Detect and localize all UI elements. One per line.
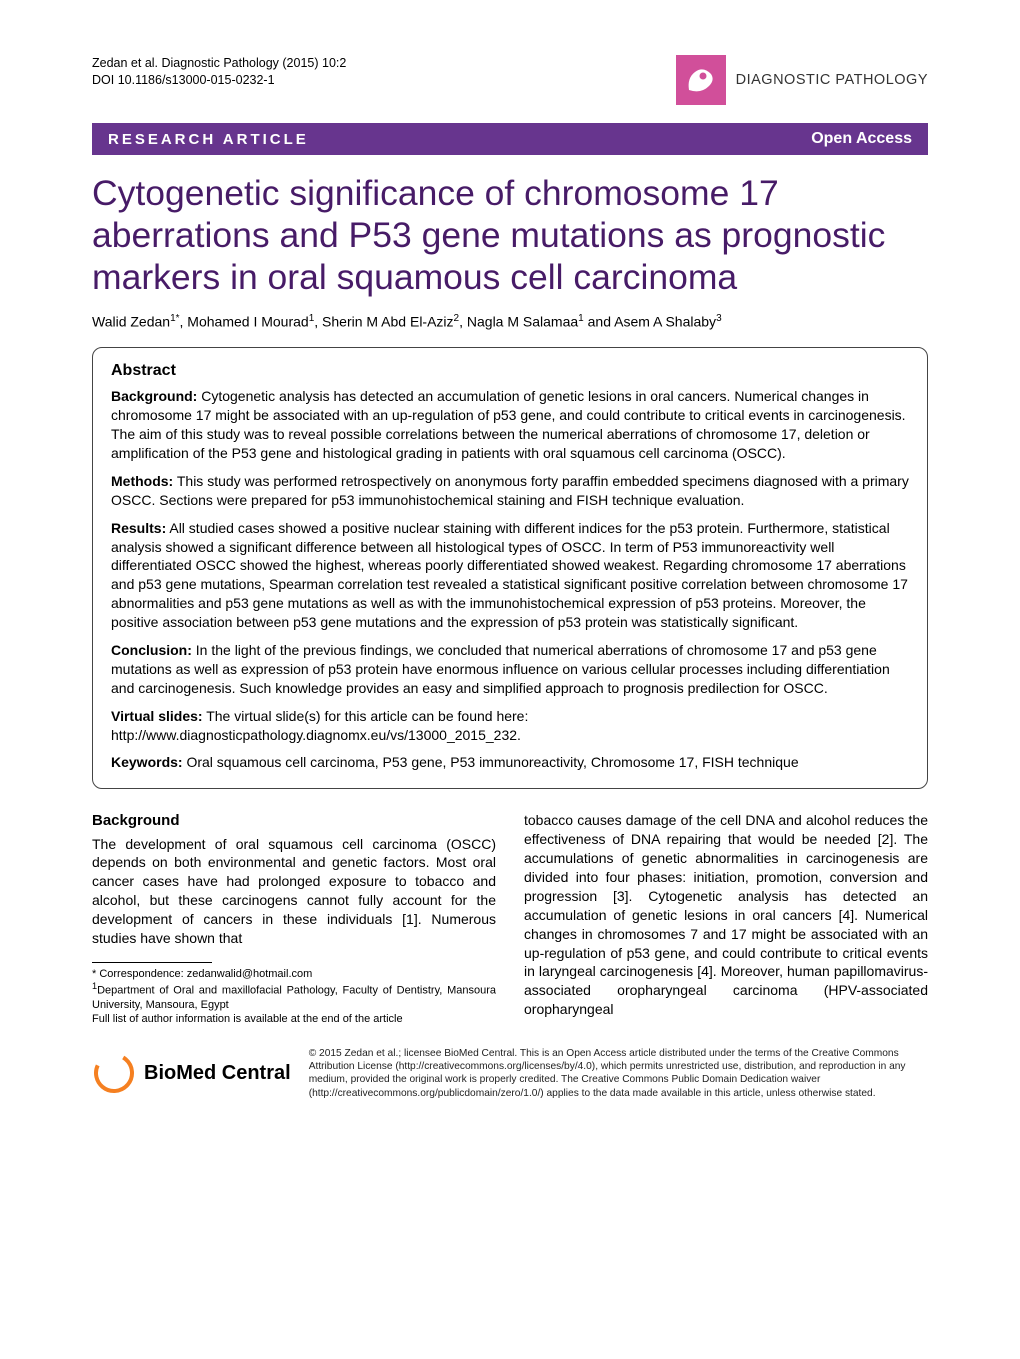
author-name: , Sherin M Abd El-Aziz [314, 313, 453, 329]
correspondence-separator [92, 962, 212, 963]
body-paragraph: The development of oral squamous cell ca… [92, 835, 496, 948]
journal-brand-name: DIAGNOSTIC PATHOLOGY [736, 72, 928, 88]
abstract-section-text: Cytogenetic analysis has detected an acc… [111, 388, 906, 461]
abstract-conclusion: Conclusion: In the light of the previous… [111, 641, 909, 698]
abstract-section-label: Virtual slides: [111, 708, 203, 724]
abstract-section-label: Keywords: [111, 754, 183, 770]
correspondence-block: * Correspondence: zedanwalid@hotmail.com… [92, 967, 496, 1027]
top-metadata-row: Zedan et al. Diagnostic Pathology (2015)… [92, 55, 928, 105]
author-name: , Mohamed I Mourad [180, 313, 309, 329]
abstract-section-label: Conclusion: [111, 642, 192, 658]
author-name: Walid Zedan [92, 313, 170, 329]
abstract-section-text: Oral squamous cell carcinoma, P53 gene, … [183, 754, 799, 770]
article-page: Zedan et al. Diagnostic Pathology (2015)… [0, 0, 1020, 1140]
body-columns: Background The development of oral squam… [92, 811, 928, 1026]
citation-block: Zedan et al. Diagnostic Pathology (2015)… [92, 55, 346, 89]
abstract-box: Abstract Background: Cytogenetic analysi… [92, 347, 928, 789]
biomed-central-logo: BioMed Central [92, 1051, 291, 1095]
background-heading: Background [92, 811, 496, 831]
open-access-badge: Open Access [811, 130, 912, 148]
abstract-section-label: Background: [111, 388, 197, 404]
abstract-virtual-slides: Virtual slides: The virtual slide(s) for… [111, 707, 909, 745]
article-title: Cytogenetic significance of chromosome 1… [92, 173, 928, 299]
doi-line: DOI 10.1186/s13000-015-0232-1 [92, 72, 346, 89]
abstract-section-text: This study was performed retrospectively… [111, 473, 909, 508]
affiliation-text: Department of Oral and maxillofacial Pat… [92, 985, 496, 1011]
abstract-section-label: Results: [111, 520, 166, 536]
journal-brand: DIAGNOSTIC PATHOLOGY [676, 55, 928, 105]
body-column-left: Background The development of oral squam… [92, 811, 496, 1026]
body-paragraph: tobacco causes damage of the cell DNA an… [524, 811, 928, 1019]
author-list: Walid Zedan1*, Mohamed I Mourad1, Sherin… [92, 313, 928, 330]
abstract-methods: Methods: This study was performed retros… [111, 472, 909, 510]
body-column-right: tobacco causes damage of the cell DNA an… [524, 811, 928, 1026]
abstract-keywords: Keywords: Oral squamous cell carcinoma, … [111, 753, 909, 772]
abstract-section-text: All studied cases showed a positive nucl… [111, 520, 908, 630]
author-affiliation: 3 [716, 313, 722, 324]
journal-logo-icon [676, 55, 726, 105]
article-type-bar: RESEARCH ARTICLE Open Access [92, 123, 928, 155]
article-type-label: RESEARCH ARTICLE [108, 131, 309, 148]
correspondence-affiliation: 1Department of Oral and maxillofacial Pa… [92, 981, 496, 1012]
abstract-heading: Abstract [111, 362, 909, 380]
abstract-results: Results: All studied cases showed a posi… [111, 519, 909, 632]
abstract-background: Background: Cytogenetic analysis has det… [111, 387, 909, 463]
citation-line: Zedan et al. Diagnostic Pathology (2015)… [92, 55, 346, 72]
abstract-section-label: Methods: [111, 473, 173, 489]
correspondence-email: * Correspondence: zedanwalid@hotmail.com [92, 967, 496, 981]
footer-row: BioMed Central © 2015 Zedan et al.; lice… [92, 1047, 928, 1100]
bmc-name: BioMed Central [144, 1062, 291, 1085]
author-name: and Asem A Shalaby [584, 313, 716, 329]
abstract-section-text: In the light of the previous findings, w… [111, 642, 890, 696]
bmc-logo-icon [92, 1051, 136, 1095]
correspondence-note: Full list of author information is avail… [92, 1012, 496, 1026]
copyright-text: © 2015 Zedan et al.; licensee BioMed Cen… [309, 1047, 928, 1100]
author-affiliation: 1* [170, 313, 179, 324]
author-name: , Nagla M Salamaa [459, 313, 578, 329]
